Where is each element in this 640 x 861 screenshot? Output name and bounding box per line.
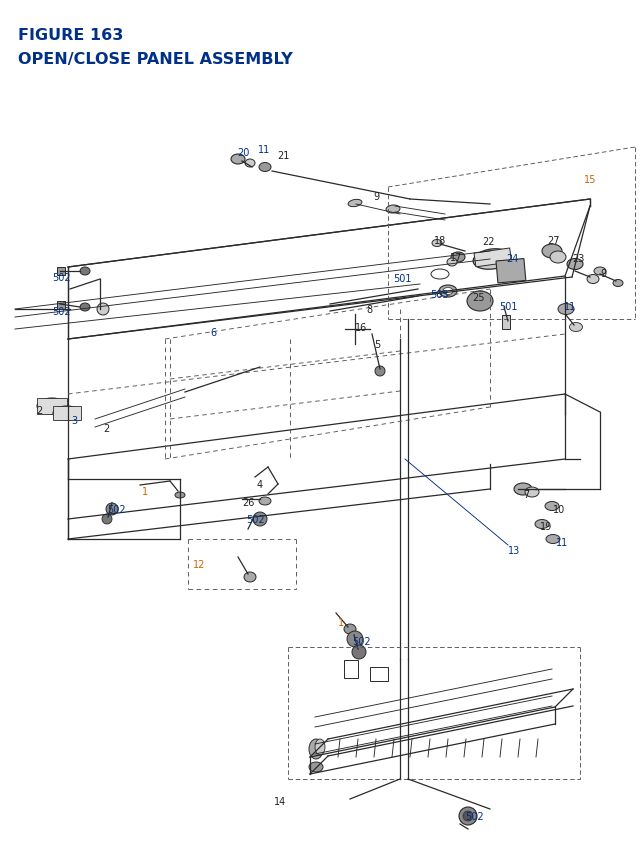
Text: 24: 24 [506,254,518,263]
Text: 11: 11 [258,145,270,155]
Text: 7: 7 [523,489,529,499]
Text: 23: 23 [572,254,584,263]
Bar [502,316,510,330]
Text: 502: 502 [465,811,484,821]
Ellipse shape [439,286,457,298]
Text: 19: 19 [540,522,552,531]
Circle shape [97,304,109,316]
Text: 502: 502 [352,636,371,647]
Ellipse shape [53,406,81,420]
Ellipse shape [594,268,606,276]
Text: 1: 1 [142,486,148,497]
Circle shape [463,811,473,821]
Text: 503: 503 [430,289,449,300]
Text: 2: 2 [103,424,109,433]
Text: 13: 13 [508,545,520,555]
Circle shape [106,504,118,516]
Ellipse shape [546,535,560,544]
Bar [496,259,526,283]
Ellipse shape [175,492,185,499]
Text: 15: 15 [584,175,596,185]
Text: 4: 4 [257,480,263,489]
Ellipse shape [545,502,559,511]
Ellipse shape [525,487,539,498]
Text: 9: 9 [600,269,606,279]
Ellipse shape [245,160,255,168]
Text: 502: 502 [52,273,70,282]
Ellipse shape [473,250,511,270]
Ellipse shape [558,304,574,315]
Bar [344,660,358,678]
Circle shape [102,514,112,524]
Text: 1: 1 [338,617,344,628]
Ellipse shape [309,739,323,759]
Circle shape [352,645,366,660]
Text: 502: 502 [246,514,264,524]
Text: 27: 27 [547,236,559,245]
Text: 5: 5 [374,339,380,350]
Text: 3: 3 [71,416,77,425]
Ellipse shape [587,276,599,284]
Circle shape [253,512,267,526]
Text: 16: 16 [355,323,367,332]
Text: 501: 501 [393,274,412,283]
Ellipse shape [514,483,532,495]
Text: 12: 12 [193,560,205,569]
Ellipse shape [80,304,90,312]
Ellipse shape [570,323,582,332]
Bar [474,249,511,268]
Ellipse shape [447,258,457,267]
Ellipse shape [550,251,566,263]
Ellipse shape [432,240,442,247]
Ellipse shape [80,268,90,276]
Text: 20: 20 [237,148,250,158]
Ellipse shape [231,155,245,164]
Text: 11: 11 [564,301,576,312]
Text: 9: 9 [373,192,379,201]
Ellipse shape [309,762,323,772]
Text: 2: 2 [36,406,42,416]
Text: 17: 17 [450,253,462,263]
Ellipse shape [244,573,256,582]
Ellipse shape [542,245,562,258]
Ellipse shape [259,498,271,505]
Bar [57,301,65,310]
Text: 22: 22 [482,237,495,247]
Ellipse shape [315,739,325,755]
Ellipse shape [386,206,400,214]
Bar [37,399,67,414]
Ellipse shape [451,253,465,263]
Ellipse shape [348,200,362,208]
Text: 25: 25 [472,293,484,303]
Circle shape [375,367,385,376]
Bar [370,667,388,681]
Ellipse shape [443,288,453,295]
Text: 502: 502 [107,505,125,514]
Text: 501: 501 [499,301,518,312]
Text: 21: 21 [277,151,289,161]
Circle shape [459,807,477,825]
Text: 6: 6 [210,328,216,338]
Ellipse shape [567,259,583,270]
Text: 14: 14 [274,796,286,806]
Text: 26: 26 [242,498,254,507]
Ellipse shape [613,280,623,288]
Ellipse shape [535,520,549,529]
Text: 502: 502 [52,307,70,317]
Text: OPEN/CLOSE PANEL ASSEMBLY: OPEN/CLOSE PANEL ASSEMBLY [18,52,292,67]
Ellipse shape [431,269,449,280]
Ellipse shape [37,399,67,414]
Bar [57,268,65,276]
Ellipse shape [467,292,493,312]
Text: 8: 8 [366,305,372,314]
Ellipse shape [344,624,356,635]
Text: FIGURE 163: FIGURE 163 [18,28,124,43]
Ellipse shape [259,164,271,172]
Text: 18: 18 [434,236,446,245]
Text: 11: 11 [556,537,568,548]
Bar [53,406,81,420]
Text: 10: 10 [553,505,565,514]
Circle shape [347,631,363,647]
